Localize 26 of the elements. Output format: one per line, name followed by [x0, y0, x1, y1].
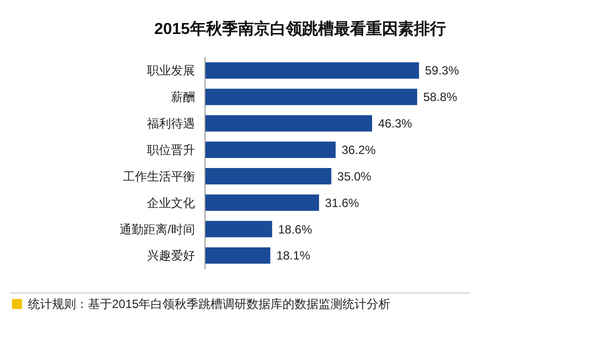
bar	[205, 88, 418, 106]
y-tick-label: 兴趣爱好	[147, 248, 195, 263]
bar	[205, 142, 336, 158]
data-label: 18.1%	[276, 248, 311, 263]
y-tick-label: 通勤距离/时间	[120, 222, 195, 236]
bar	[205, 62, 419, 79]
text: 统计规则：基于2015年白领秋季跳槽调研数据库的数据监测统计分析	[28, 297, 391, 311]
y-tick-label: 薪酬	[171, 90, 195, 104]
data-label: 58.8%	[423, 90, 458, 104]
bar	[205, 220, 272, 238]
data-label: 35.0%	[337, 169, 372, 184]
bar	[205, 168, 332, 184]
y-tick-label: 职业发展	[147, 64, 195, 78]
y-tick-label: 福利待遇	[147, 116, 195, 131]
data-label: 36.2%	[342, 142, 376, 157]
bar	[205, 115, 372, 132]
data-label: 46.3%	[378, 116, 412, 131]
data-label: 59.3%	[425, 64, 460, 78]
y-tick-label: 企业文化	[147, 196, 195, 210]
data-label: 31.6%	[325, 196, 360, 210]
y-tick-label: 职位晋升	[147, 142, 195, 157]
y-tick-label: 工作生活平衡	[123, 169, 195, 184]
chart-title: 2015年秋季南京白领跳槽最看重因素排行	[154, 20, 446, 38]
bar	[205, 194, 320, 211]
bar	[205, 247, 270, 264]
data-label: 18.6%	[278, 222, 312, 236]
